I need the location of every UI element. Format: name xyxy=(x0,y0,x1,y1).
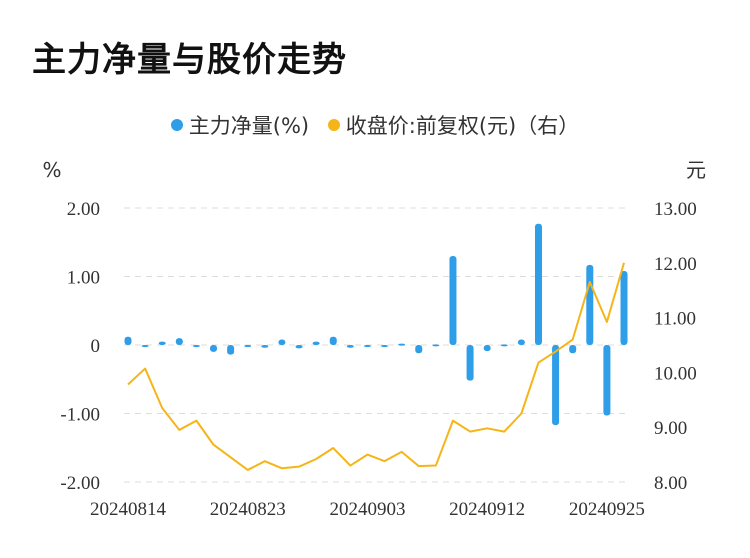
legend: 主力净量(%) 收盘价:前复权(元)（右） xyxy=(0,110,750,140)
bar xyxy=(244,345,252,348)
axis-ticks: 2.00 1.00 0 -1.00 -2.00 13.00 12.00 11.00 10.00 9… xyxy=(60,199,696,520)
y-left-tick-label: 0 xyxy=(91,336,101,357)
bar xyxy=(329,336,337,345)
bar xyxy=(158,341,166,345)
bar xyxy=(620,271,628,345)
legend-item-close-price[interactable]: 收盘价:前复权(元)（右） xyxy=(327,110,580,140)
legend-item-net-volume[interactable]: 主力净量(%) xyxy=(170,110,310,140)
y-left-tick-label: -1.00 xyxy=(60,405,100,426)
bar xyxy=(261,345,269,348)
y-right-tick-label: 10.00 xyxy=(654,363,697,384)
bar-series xyxy=(124,223,628,426)
bar xyxy=(398,343,406,346)
y-right-tick-label: 12.00 xyxy=(654,254,697,275)
bar xyxy=(569,345,577,354)
x-tick-label: 20240823 xyxy=(210,499,286,520)
bar xyxy=(432,344,440,347)
y-left-tick-label: -2.00 xyxy=(60,473,100,494)
bar xyxy=(141,345,149,347)
bar xyxy=(210,345,218,352)
bar xyxy=(500,344,508,347)
x-tick-label: 20240814 xyxy=(90,499,167,520)
x-tick-label: 20240912 xyxy=(449,499,525,520)
grid-lines xyxy=(124,207,628,483)
bar xyxy=(449,255,457,345)
legend-dot-bar-icon xyxy=(170,119,183,131)
y-left-unit: % xyxy=(42,158,61,182)
bar xyxy=(175,338,183,345)
close-price-line xyxy=(127,262,625,471)
bar xyxy=(534,223,542,345)
bar xyxy=(363,345,371,347)
bar xyxy=(312,341,320,345)
bar xyxy=(483,345,491,352)
legend-dot-line-icon xyxy=(327,119,340,131)
bar xyxy=(517,339,525,345)
bar xyxy=(278,339,286,345)
x-tick-label: 20240925 xyxy=(569,499,645,520)
bar xyxy=(227,345,235,355)
bar xyxy=(295,345,303,349)
bar xyxy=(346,345,354,348)
y-left-tick-label: 2.00 xyxy=(67,199,100,220)
bar xyxy=(603,345,611,416)
legend-label-net-volume: 主力净量(%) xyxy=(188,114,310,138)
y-right-tick-label: 8.00 xyxy=(654,473,687,494)
line-series xyxy=(127,262,625,471)
bar xyxy=(381,345,389,347)
bar xyxy=(552,345,560,426)
bar xyxy=(192,345,200,347)
y-right-tick-label: 11.00 xyxy=(654,309,696,330)
y-left-tick-label: 1.00 xyxy=(67,268,100,289)
legend-label-close-price: 收盘价:前复权(元)（右） xyxy=(345,114,580,138)
bar xyxy=(466,345,474,381)
bar xyxy=(586,264,594,345)
chart-title: 主力净量与股价走势 xyxy=(32,40,347,80)
y-right-tick-label: 13.00 xyxy=(654,199,697,220)
x-tick-label: 20240903 xyxy=(329,499,405,520)
bar xyxy=(124,336,132,345)
y-right-unit: 元 xyxy=(686,158,706,182)
y-right-tick-label: 9.00 xyxy=(654,418,687,439)
bar xyxy=(415,345,423,354)
